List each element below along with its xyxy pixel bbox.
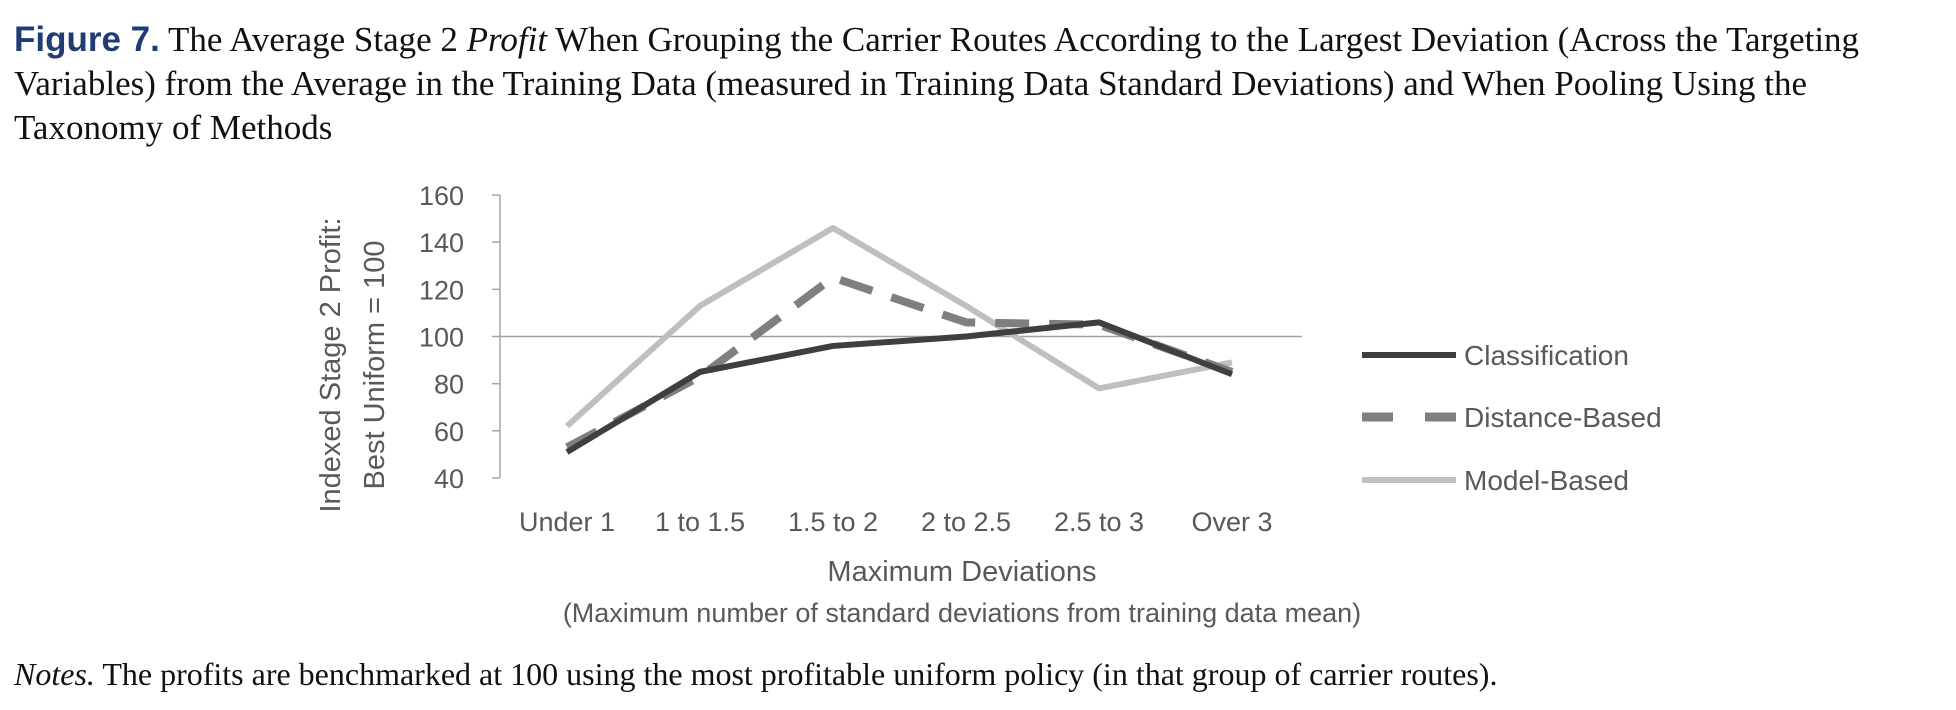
y-axis-label-line1: Indexed Stage 2 Profit: bbox=[315, 217, 347, 512]
figure-caption: Figure 7. The Average Stage 2 Profit Whe… bbox=[14, 18, 1939, 150]
y-tick-label: 60 bbox=[434, 417, 464, 447]
series-line-classification bbox=[565, 319, 1234, 455]
figure-label: Figure 7. bbox=[14, 20, 160, 59]
caption-text-after: When Grouping the Carrier Routes Accordi… bbox=[14, 20, 1860, 147]
x-tick-label: 2.5 to 3 bbox=[1054, 507, 1144, 537]
caption-text-before: The Average Stage 2 bbox=[159, 20, 467, 59]
x-tick-label: 1.5 to 2 bbox=[788, 507, 878, 537]
y-tick-label: 140 bbox=[419, 228, 464, 258]
x-tick-label: 2 to 2.5 bbox=[921, 507, 1011, 537]
legend: Classification Distance-Based Model-Based bbox=[1362, 340, 1662, 496]
x-tick-label: Over 3 bbox=[1191, 507, 1272, 537]
y-tick-label: 120 bbox=[419, 275, 464, 305]
series-line-distance-based bbox=[565, 273, 1234, 451]
series-line-model-based bbox=[564, 225, 1233, 429]
series-group bbox=[564, 225, 1234, 455]
legend-label-distance-based: Distance-Based bbox=[1464, 402, 1662, 433]
y-tick-label: 40 bbox=[434, 464, 464, 494]
x-axis-subtitle: (Maximum number of standard deviations f… bbox=[563, 598, 1361, 628]
y-tick-label: 160 bbox=[419, 181, 464, 211]
x-axis-title: Maximum Deviations bbox=[827, 556, 1096, 588]
x-axis: Under 1 1 to 1.5 1.5 to 2 2 to 2.5 2.5 to 3 O… bbox=[519, 507, 1273, 537]
x-tick-label: 1 to 1.5 bbox=[655, 507, 745, 537]
caption-italic-term: Profit bbox=[466, 20, 548, 59]
y-axis: 40 60 80 100 120 140 160 bbox=[419, 181, 501, 494]
notes-text: The profits are benchmarked at 100 using… bbox=[94, 656, 1498, 692]
legend-label-model-based: Model-Based bbox=[1464, 465, 1629, 496]
notes-label: Notes. bbox=[14, 656, 95, 692]
y-axis-label-line2: Best Uniform = 100 bbox=[359, 240, 391, 489]
line-chart: 40 60 80 100 120 140 160 Under 1 1 to 1.5 1.5 to… bbox=[315, 181, 1662, 628]
y-tick-label: 100 bbox=[419, 323, 464, 353]
figure-notes: Notes. The profits are benchmarked at 10… bbox=[14, 654, 1497, 694]
x-tick-label: Under 1 bbox=[519, 507, 615, 537]
y-tick-label: 80 bbox=[434, 370, 464, 400]
legend-label-classification: Classification bbox=[1464, 340, 1629, 371]
